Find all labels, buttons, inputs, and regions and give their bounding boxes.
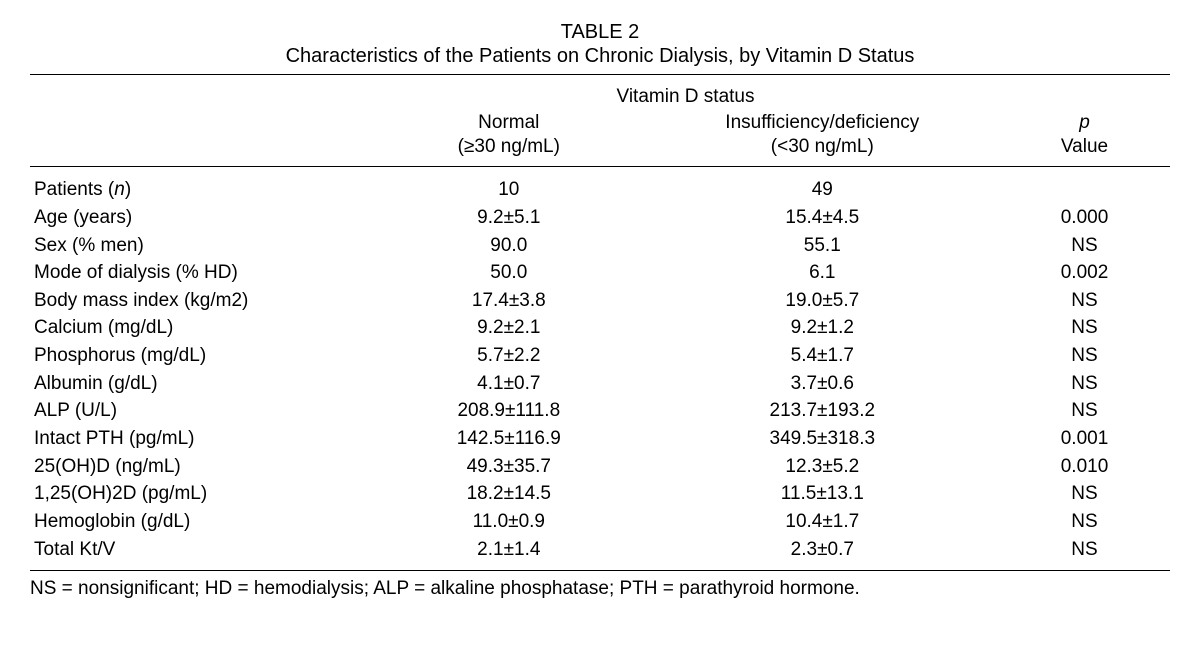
row-label: ALP (U/L) xyxy=(30,397,372,425)
table-row: Total Kt/V2.1±1.42.3±0.7NS xyxy=(30,536,1170,571)
row-label: 25(OH)D (ng/mL) xyxy=(30,453,372,481)
header-superheader: Vitamin D status xyxy=(372,75,999,110)
header-normal-line2: (≥30 ng/mL) xyxy=(373,135,645,159)
cell-insufficiency: 3.7±0.6 xyxy=(646,370,999,398)
header-insuf-line1: Insufficiency/deficiency xyxy=(647,111,998,135)
table-2-container: TABLE 2 Characteristics of the Patients … xyxy=(30,20,1170,602)
cell-pvalue: NS xyxy=(999,370,1170,398)
table-row: 25(OH)D (ng/mL)49.3±35.712.3±5.20.010 xyxy=(30,453,1170,481)
header-blank-2 xyxy=(999,75,1170,110)
cell-normal: 9.2±5.1 xyxy=(372,204,646,232)
cell-normal: 4.1±0.7 xyxy=(372,370,646,398)
table-row: Sex (% men)90.055.1NS xyxy=(30,232,1170,260)
table-footnote: NS = nonsignificant; HD = hemodialysis; … xyxy=(30,577,1170,602)
cell-normal: 5.7±2.2 xyxy=(372,342,646,370)
cell-insufficiency: 6.1 xyxy=(646,259,999,287)
cell-pvalue: NS xyxy=(999,480,1170,508)
cell-insufficiency: 11.5±13.1 xyxy=(646,480,999,508)
cell-insufficiency: 2.3±0.7 xyxy=(646,536,999,571)
cell-pvalue: 0.010 xyxy=(999,453,1170,481)
row-label: Total Kt/V xyxy=(30,536,372,571)
table-row: ALP (U/L)208.9±111.8213.7±193.2NS xyxy=(30,397,1170,425)
cell-normal: 90.0 xyxy=(372,232,646,260)
row-label: Mode of dialysis (% HD) xyxy=(30,259,372,287)
header-normal: Normal (≥30 ng/mL) xyxy=(372,110,646,167)
header-rowlabel xyxy=(30,110,372,167)
header-pvalue: p Value xyxy=(999,110,1170,167)
row-label: Calcium (mg/dL) xyxy=(30,314,372,342)
cell-pvalue: NS xyxy=(999,342,1170,370)
cell-normal: 2.1±1.4 xyxy=(372,536,646,571)
row-label: Hemoglobin (g/dL) xyxy=(30,508,372,536)
header-p-line1: p xyxy=(1000,111,1169,135)
cell-pvalue: NS xyxy=(999,232,1170,260)
table-row: Hemoglobin (g/dL)11.0±0.910.4±1.7NS xyxy=(30,508,1170,536)
table-row: Albumin (g/dL)4.1±0.73.7±0.6NS xyxy=(30,370,1170,398)
table-row: Mode of dialysis (% HD)50.06.10.002 xyxy=(30,259,1170,287)
cell-insufficiency: 349.5±318.3 xyxy=(646,425,999,453)
header-insufficiency: Insufficiency/deficiency (<30 ng/mL) xyxy=(646,110,999,167)
cell-insufficiency: 9.2±1.2 xyxy=(646,314,999,342)
cell-insufficiency: 5.4±1.7 xyxy=(646,342,999,370)
table-row: Age (years)9.2±5.115.4±4.50.000 xyxy=(30,204,1170,232)
cell-pvalue: NS xyxy=(999,314,1170,342)
table-row: Intact PTH (pg/mL)142.5±116.9349.5±318.3… xyxy=(30,425,1170,453)
table-body: Patients (n)1049Age (years)9.2±5.115.4±4… xyxy=(30,167,1170,571)
cell-normal: 18.2±14.5 xyxy=(372,480,646,508)
table-row: Body mass index (kg/m2)17.4±3.819.0±5.7N… xyxy=(30,287,1170,315)
cell-insufficiency: 15.4±4.5 xyxy=(646,204,999,232)
cell-insufficiency: 10.4±1.7 xyxy=(646,508,999,536)
data-table: Vitamin D status Normal (≥30 ng/mL) Insu… xyxy=(30,74,1170,571)
cell-pvalue: 0.001 xyxy=(999,425,1170,453)
cell-normal: 50.0 xyxy=(372,259,646,287)
cell-normal: 49.3±35.7 xyxy=(372,453,646,481)
row-label: 1,25(OH)2D (pg/mL) xyxy=(30,480,372,508)
cell-pvalue: NS xyxy=(999,287,1170,315)
row-label: Body mass index (kg/m2) xyxy=(30,287,372,315)
cell-normal: 208.9±111.8 xyxy=(372,397,646,425)
table-row: Calcium (mg/dL)9.2±2.19.2±1.2NS xyxy=(30,314,1170,342)
cell-normal: 17.4±3.8 xyxy=(372,287,646,315)
cell-insufficiency: 19.0±5.7 xyxy=(646,287,999,315)
table-row: Phosphorus (mg/dL)5.7±2.25.4±1.7NS xyxy=(30,342,1170,370)
row-label: Intact PTH (pg/mL) xyxy=(30,425,372,453)
row-label: Albumin (g/dL) xyxy=(30,370,372,398)
table-title: Characteristics of the Patients on Chron… xyxy=(30,44,1170,68)
cell-insufficiency: 12.3±5.2 xyxy=(646,453,999,481)
cell-pvalue: NS xyxy=(999,397,1170,425)
row-label: Age (years) xyxy=(30,204,372,232)
cell-pvalue: NS xyxy=(999,508,1170,536)
row-label: Sex (% men) xyxy=(30,232,372,260)
table-row: Patients (n)1049 xyxy=(30,167,1170,204)
cell-pvalue: 0.002 xyxy=(999,259,1170,287)
cell-insufficiency: 213.7±193.2 xyxy=(646,397,999,425)
table-number: TABLE 2 xyxy=(30,20,1170,44)
cell-pvalue: 0.000 xyxy=(999,204,1170,232)
header-normal-line1: Normal xyxy=(373,111,645,135)
cell-normal: 11.0±0.9 xyxy=(372,508,646,536)
table-row: 1,25(OH)2D (pg/mL)18.2±14.511.5±13.1NS xyxy=(30,480,1170,508)
cell-normal: 10 xyxy=(372,167,646,204)
cell-normal: 9.2±2.1 xyxy=(372,314,646,342)
row-label: Phosphorus (mg/dL) xyxy=(30,342,372,370)
header-blank-1 xyxy=(30,75,372,110)
cell-normal: 142.5±116.9 xyxy=(372,425,646,453)
cell-pvalue xyxy=(999,167,1170,204)
header-insuf-line2: (<30 ng/mL) xyxy=(647,135,998,159)
cell-insufficiency: 55.1 xyxy=(646,232,999,260)
cell-pvalue: NS xyxy=(999,536,1170,571)
row-label: Patients (n) xyxy=(30,167,372,204)
cell-insufficiency: 49 xyxy=(646,167,999,204)
header-p-line2: Value xyxy=(1000,135,1169,159)
